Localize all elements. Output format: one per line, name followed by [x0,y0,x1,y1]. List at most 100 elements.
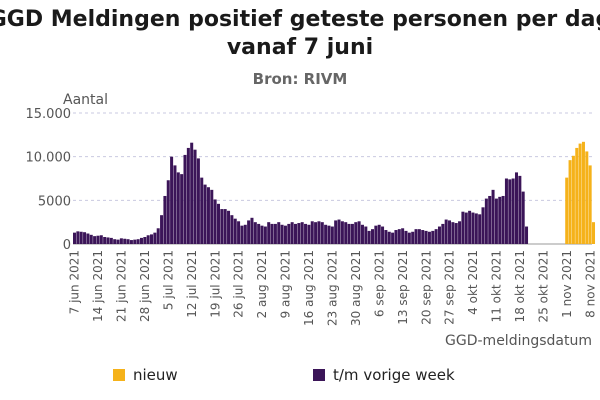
x-tick-label: 5 jul 2021 [161,250,175,310]
bar-tm-vorige-week [133,239,137,244]
bar-tm-vorige-week [73,232,77,244]
bar-nieuw [568,160,572,244]
bar-tm-vorige-week [96,235,100,244]
bar-tm-vorige-week [93,236,97,244]
bar-tm-vorige-week [488,195,492,244]
x-tick-label: 20 sep 2021 [419,250,433,325]
bar-tm-vorige-week [113,239,117,244]
bar-tm-vorige-week [89,234,93,244]
bar-tm-vorige-week [293,223,297,244]
y-tick-label: 10.000 [26,151,72,166]
bar-tm-vorige-week [334,220,338,244]
bar-tm-vorige-week [324,224,328,244]
bar-tm-vorige-week [243,224,247,244]
bar-tm-vorige-week [337,219,341,244]
bar-tm-vorige-week [257,223,261,244]
bar-tm-vorige-week [448,220,452,244]
bar-tm-vorige-week [273,223,277,244]
bar-tm-vorige-week [377,224,381,244]
bar-tm-vorige-week [163,195,167,244]
legend-swatch-tm-vorige-week [313,369,325,381]
bar-tm-vorige-week [350,223,354,244]
bar-tm-vorige-week [253,222,257,244]
bar-tm-vorige-week [237,221,241,244]
bar-tm-vorige-week [263,226,267,244]
bar-tm-vorige-week [116,239,120,244]
bar-tm-vorige-week [407,232,411,244]
bar-tm-vorige-week [196,158,200,244]
x-tick-label: 2 aug 2021 [255,250,269,318]
y-tick-label: 0 [63,238,71,253]
bar-tm-vorige-week [340,221,344,244]
bar-nieuw [575,147,579,244]
bar-tm-vorige-week [434,229,438,244]
x-tick-label: 13 sep 2021 [396,250,410,325]
bar-tm-vorige-week [193,149,197,244]
legend-swatch-nieuw [113,369,125,381]
bar-tm-vorige-week [106,237,110,244]
bar-tm-vorige-week [478,214,482,244]
bar-tm-vorige-week [206,187,210,244]
bar-tm-vorige-week [203,184,207,244]
chart-subtitle: Bron: RIVM [252,70,348,88]
bar-tm-vorige-week [381,226,385,244]
bar-tm-vorige-week [484,198,488,244]
x-tick-label: 11 okt 2021 [490,250,504,322]
bar-tm-vorige-week [411,231,415,244]
bar-tm-vorige-week [314,222,318,244]
bar-tm-vorige-week [213,199,217,244]
bar-tm-vorige-week [210,189,214,244]
x-tick-label: 8 nov 2021 [583,250,597,318]
bar-tm-vorige-week [344,222,348,244]
bar-tm-vorige-week [525,226,529,244]
bar-tm-vorige-week [86,233,90,244]
x-tick-label: 6 sep 2021 [372,250,386,317]
bar-tm-vorige-week [166,180,170,244]
bar-tm-vorige-week [360,224,364,244]
bar-tm-vorige-week [136,239,140,244]
bar-tm-vorige-week [150,234,154,244]
bar-tm-vorige-week [139,237,143,244]
bar-tm-vorige-week [481,207,485,244]
x-tick-label: 25 okt 2021 [536,250,550,322]
bar-tm-vorige-week [354,222,358,244]
x-tick-label: 16 aug 2021 [302,250,316,326]
bar-tm-vorige-week [491,189,495,244]
bar-tm-vorige-week [387,231,391,244]
x-tick-label: 28 jun 2021 [138,250,152,322]
bar-tm-vorige-week [170,156,174,244]
legend-item-tm-vorige-week: t/m vorige week [313,366,455,384]
bar-nieuw [565,177,569,244]
y-tick-label: 5000 [38,194,71,209]
bar-tm-vorige-week [176,172,180,244]
bar-tm-vorige-week [347,223,351,244]
bar-tm-vorige-week [498,196,502,244]
bar-tm-vorige-week [123,238,127,244]
bar-tm-vorige-week [160,215,164,244]
bar-tm-vorige-week [126,239,130,244]
bar-tm-vorige-week [129,240,133,244]
x-tick-label: 30 aug 2021 [349,250,363,326]
bar-tm-vorige-week [424,230,428,244]
bar-tm-vorige-week [186,147,190,244]
bar-tm-vorige-week [508,179,512,244]
bar-tm-vorige-week [414,229,418,244]
bar-tm-vorige-week [230,215,234,244]
bar-tm-vorige-week [317,221,321,244]
bar-tm-vorige-week [451,222,455,244]
bar-nieuw [592,222,596,244]
bar-tm-vorige-week [374,225,378,244]
legend-label-nieuw: nieuw [133,366,178,384]
bar-tm-vorige-week [287,223,291,244]
bar-tm-vorige-week [280,224,284,244]
bar-tm-vorige-week [190,142,194,244]
bar-tm-vorige-week [397,229,401,244]
bar-tm-vorige-week [404,230,408,244]
bar-tm-vorige-week [307,224,311,244]
bar-tm-vorige-week [153,232,157,244]
bar-tm-vorige-week [103,237,107,244]
bar-tm-vorige-week [514,172,518,244]
bar-tm-vorige-week [394,230,398,244]
bar-tm-vorige-week [501,195,505,244]
